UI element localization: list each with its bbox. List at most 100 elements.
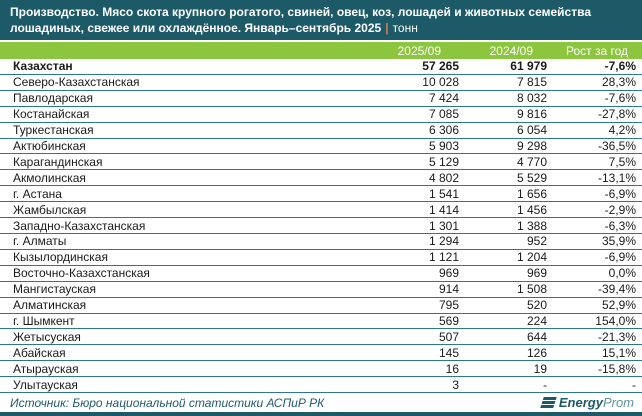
- growth-value: 4,2%: [608, 123, 636, 138]
- region-name: Улытауская: [13, 377, 78, 392]
- page-title-line1: Производство. Мясо скота крупного рогато…: [10, 5, 591, 35]
- footer: Источник: Бюро национальной статистики А…: [0, 393, 642, 412]
- region-name: г. Шымкент: [13, 313, 75, 328]
- value-2024: 19: [533, 361, 547, 376]
- growth-value: -21,3%: [597, 329, 636, 344]
- growth-value: -6,9%: [604, 250, 636, 265]
- value-2024: 5 529: [516, 170, 547, 185]
- table-row: Жетысуская 507 644 -21,3%: [0, 329, 642, 346]
- value-2024: 1 204: [516, 250, 547, 265]
- growth-value: -6,3%: [604, 218, 636, 233]
- value-2025: 5 129: [428, 154, 459, 169]
- table-row: Павлодарская 7 424 8 032 -7,6%: [0, 91, 642, 107]
- table-row: Улытауская 3 - -: [0, 377, 642, 394]
- growth-value: -39,4%: [597, 282, 636, 297]
- region-name: Карагандинская: [13, 154, 103, 169]
- region-name: Западно-Казахстанская: [13, 218, 146, 233]
- region-name: Актюбинская: [13, 138, 86, 153]
- growth-value: 154,0%: [595, 313, 636, 328]
- value-2025: 507: [438, 329, 459, 344]
- value-2024: 952: [526, 234, 547, 249]
- table-row: Казахстан 57 265 61 979 -7,6%: [0, 59, 642, 75]
- region-name: г. Алматы: [13, 234, 67, 249]
- table-row: Туркестанская 6 306 6 054 4,2%: [0, 123, 642, 139]
- growth-value: 28,3%: [601, 75, 636, 90]
- growth-value: -7,6%: [604, 59, 636, 74]
- region-name: Жетысуская: [13, 329, 81, 344]
- value-2024: 4 770: [516, 154, 547, 169]
- value-2024: 9 298: [516, 138, 547, 153]
- table-row: Костанайская 7 085 9 816 -27,8%: [0, 107, 642, 123]
- value-2024: 1 508: [516, 282, 547, 297]
- value-2025: 795: [438, 298, 459, 313]
- region-name: Алматинская: [13, 298, 87, 313]
- value-2024: 6 054: [516, 123, 547, 138]
- region-name: Акмолинская: [13, 170, 86, 185]
- growth-value: -36,5%: [597, 138, 636, 153]
- source-note: Источник: Бюро национальной статистики А…: [10, 395, 325, 410]
- header-growth: Рост за год: [565, 43, 628, 58]
- value-2025: 16: [445, 361, 459, 376]
- value-2025: 10 028: [422, 75, 459, 90]
- region-name: г. Астана: [13, 186, 62, 201]
- growth-value: 52,9%: [601, 298, 636, 313]
- value-2024: 1 656: [516, 186, 547, 201]
- table-row: Карагандинская 5 129 4 770 7,5%: [0, 154, 642, 171]
- region-name: Мангистауская: [13, 282, 96, 297]
- growth-value: -7,6%: [604, 91, 636, 106]
- growth-value: 35,9%: [601, 234, 636, 249]
- table-row: Жамбылская 1 414 1 456 -2,9%: [0, 202, 642, 219]
- title-bar: Производство. Мясо скота крупного рогато…: [0, 0, 642, 40]
- region-name: Кызылординская: [13, 250, 108, 265]
- region-name: Северо-Казахстанская: [13, 75, 140, 90]
- region-name: Казахстан: [13, 59, 73, 74]
- growth-value: -: [632, 377, 636, 392]
- value-2024: 1 388: [516, 218, 547, 233]
- growth-value: 15,1%: [601, 345, 636, 360]
- growth-value: -27,8%: [597, 107, 636, 122]
- growth-value: -15,8%: [597, 361, 636, 376]
- value-2024: 9 816: [516, 107, 547, 122]
- growth-value: 7,5%: [608, 154, 636, 169]
- value-2025: 6 306: [428, 123, 459, 138]
- title-unit: тонн: [392, 21, 418, 35]
- growth-value: 0,0%: [608, 266, 636, 281]
- table-row: Кызылординская 1 121 1 204 -6,9%: [0, 250, 642, 266]
- value-2024: -: [543, 377, 547, 392]
- value-2024: 969: [526, 266, 547, 281]
- table-row: Абайская 145 126 15,1%: [0, 345, 642, 362]
- region-name: Костанайская: [13, 107, 90, 122]
- page-title-line2: свежее или охлаждённое. Январь–сентябрь …: [87, 21, 382, 35]
- value-2024: 8 032: [516, 91, 547, 106]
- value-2025: 569: [438, 313, 459, 328]
- region-name: Павлодарская: [13, 91, 93, 106]
- value-2025: 7 085: [428, 107, 459, 122]
- value-2024: 520: [526, 298, 547, 313]
- logo-text-energy: Energy: [558, 394, 603, 410]
- value-2025: 969: [438, 266, 459, 281]
- growth-value: -13,1%: [597, 170, 636, 185]
- logo-text-prom: Prom: [602, 394, 634, 410]
- value-2024: 1 456: [516, 202, 547, 217]
- table-row: г. Астана 1 541 1 656 -6,9%: [0, 186, 642, 203]
- value-2024: 61 979: [510, 59, 547, 74]
- value-2024: 7 815: [516, 75, 547, 90]
- value-2025: 145: [438, 345, 459, 360]
- table-row: Актюбинская 5 903 9 298 -36,5%: [0, 139, 642, 155]
- value-2025: 1 414: [428, 202, 459, 217]
- value-2025: 4 802: [428, 170, 459, 185]
- value-2025: 5 903: [428, 138, 459, 153]
- growth-value: -2,9%: [604, 202, 636, 217]
- growth-value: -6,9%: [604, 186, 636, 201]
- value-2025: 3: [452, 377, 459, 392]
- value-2025: 1 121: [428, 250, 459, 265]
- energyprom-e-icon: [540, 397, 557, 408]
- table-row: Атырауская 16 19 -15,8%: [0, 361, 642, 378]
- value-2025: 57 265: [422, 59, 459, 74]
- table-row: Акмолинская 4 802 5 529 -13,1%: [0, 170, 642, 187]
- bottom-accent-bar: [0, 412, 642, 416]
- table-row: Восточно-Казахстанская 969 969 0,0%: [0, 266, 642, 282]
- table-row: Западно-Казахстанская 1 301 1 388 -6,3%: [0, 218, 642, 234]
- region-name: Туркестанская: [13, 123, 94, 138]
